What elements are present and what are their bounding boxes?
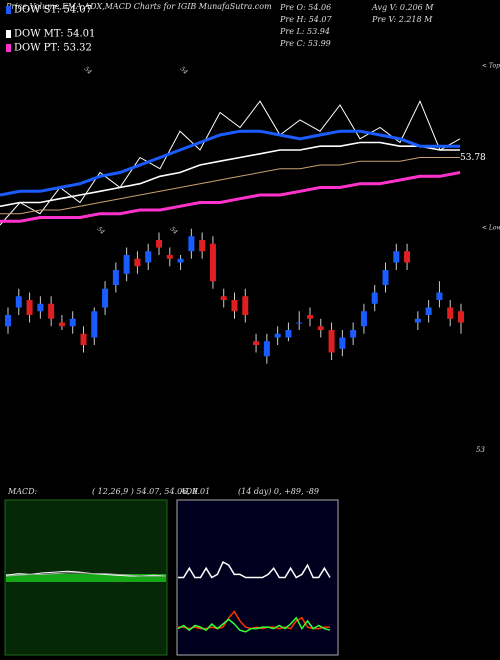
info-text: Pre H: 54.07 xyxy=(279,15,333,24)
candle-body xyxy=(436,292,443,300)
panel-subtitle: ( 12,26,9 ) 54.07, 54.06, 0.01 xyxy=(92,487,210,496)
panel-title: MACD: xyxy=(7,487,38,496)
candle-body xyxy=(15,296,22,308)
legend-swatch xyxy=(6,6,11,14)
info-text: Pre V: 2.218 M xyxy=(371,15,433,24)
candle-body xyxy=(404,251,411,263)
candle-body xyxy=(91,311,98,338)
info-text: Pre C: 53.99 xyxy=(279,39,331,48)
candle-body xyxy=(69,318,76,327)
candle-body xyxy=(37,303,44,312)
candle-body xyxy=(263,341,270,357)
tops-label: < Tops xyxy=(482,63,500,70)
indicator-line xyxy=(178,560,331,579)
candle-body xyxy=(58,322,65,327)
candle-body xyxy=(296,322,303,324)
candle-body xyxy=(425,307,432,315)
candle-body xyxy=(26,300,33,315)
top-marker: 54 xyxy=(83,66,93,76)
candle-body xyxy=(360,311,367,327)
candle-body xyxy=(328,330,335,353)
panel-title: ADX xyxy=(179,487,198,496)
candle-body xyxy=(123,255,130,274)
candle-body xyxy=(382,270,389,285)
info-text: Pre O: 54.06 xyxy=(279,3,331,12)
candle-body xyxy=(166,255,173,259)
candle-body xyxy=(177,258,184,263)
candle-body xyxy=(134,258,141,267)
ema-line xyxy=(0,141,460,208)
candle-body xyxy=(285,330,292,338)
candle-body xyxy=(350,330,357,338)
candle-body xyxy=(188,236,195,252)
candle-body xyxy=(274,333,281,338)
info-text: Avg V: 0.206 M xyxy=(371,3,434,12)
candle-body xyxy=(145,251,152,263)
legend-swatch xyxy=(6,44,11,52)
candle-body xyxy=(307,315,313,319)
candle-body xyxy=(80,333,87,345)
candle-body xyxy=(209,243,216,282)
candle-body xyxy=(102,288,109,308)
macd-band xyxy=(6,574,166,582)
ema-line xyxy=(0,129,460,197)
candle-body xyxy=(48,303,55,319)
indicator-line xyxy=(177,616,331,633)
legend-label: DOW MT: 54.01 xyxy=(14,29,95,40)
candle-body xyxy=(253,341,260,345)
ema-line xyxy=(0,157,460,215)
lows-label: < Lows xyxy=(482,225,500,232)
y-tick-label: 53 xyxy=(476,446,485,454)
panel-subtitle: (14 day) 0, +89, -89 xyxy=(238,487,319,496)
y-tick-label: 53.78 xyxy=(460,153,486,163)
legend-swatch xyxy=(6,30,11,38)
candle-body xyxy=(156,240,162,248)
chart-title: Price,Volume,EMA,ADX,MACD Charts for IGI… xyxy=(5,2,272,11)
candle-body xyxy=(317,326,324,330)
ema-line xyxy=(0,99,461,226)
low-marker: 54 xyxy=(96,226,106,236)
candle-body xyxy=(242,296,249,315)
candle-body xyxy=(220,296,227,300)
candle-body xyxy=(5,315,11,327)
top-marker: 54 xyxy=(179,66,189,76)
candle-body xyxy=(393,251,400,263)
candle-body xyxy=(231,300,238,312)
candle-body xyxy=(199,240,206,252)
legend-label: DOW PT: 53.32 xyxy=(14,43,92,54)
ema-line xyxy=(0,171,461,223)
candle-body xyxy=(447,307,454,319)
candle-body xyxy=(112,270,119,285)
low-marker: 54 xyxy=(169,226,179,236)
candle-body xyxy=(371,292,378,304)
candle-body xyxy=(339,337,346,349)
info-text: Pre L: 53.94 xyxy=(279,27,330,36)
candle-body xyxy=(458,311,464,323)
candle-body xyxy=(414,318,421,323)
indicator-line xyxy=(5,572,166,577)
legend-label: DOW ST: 54.07 xyxy=(14,5,92,16)
